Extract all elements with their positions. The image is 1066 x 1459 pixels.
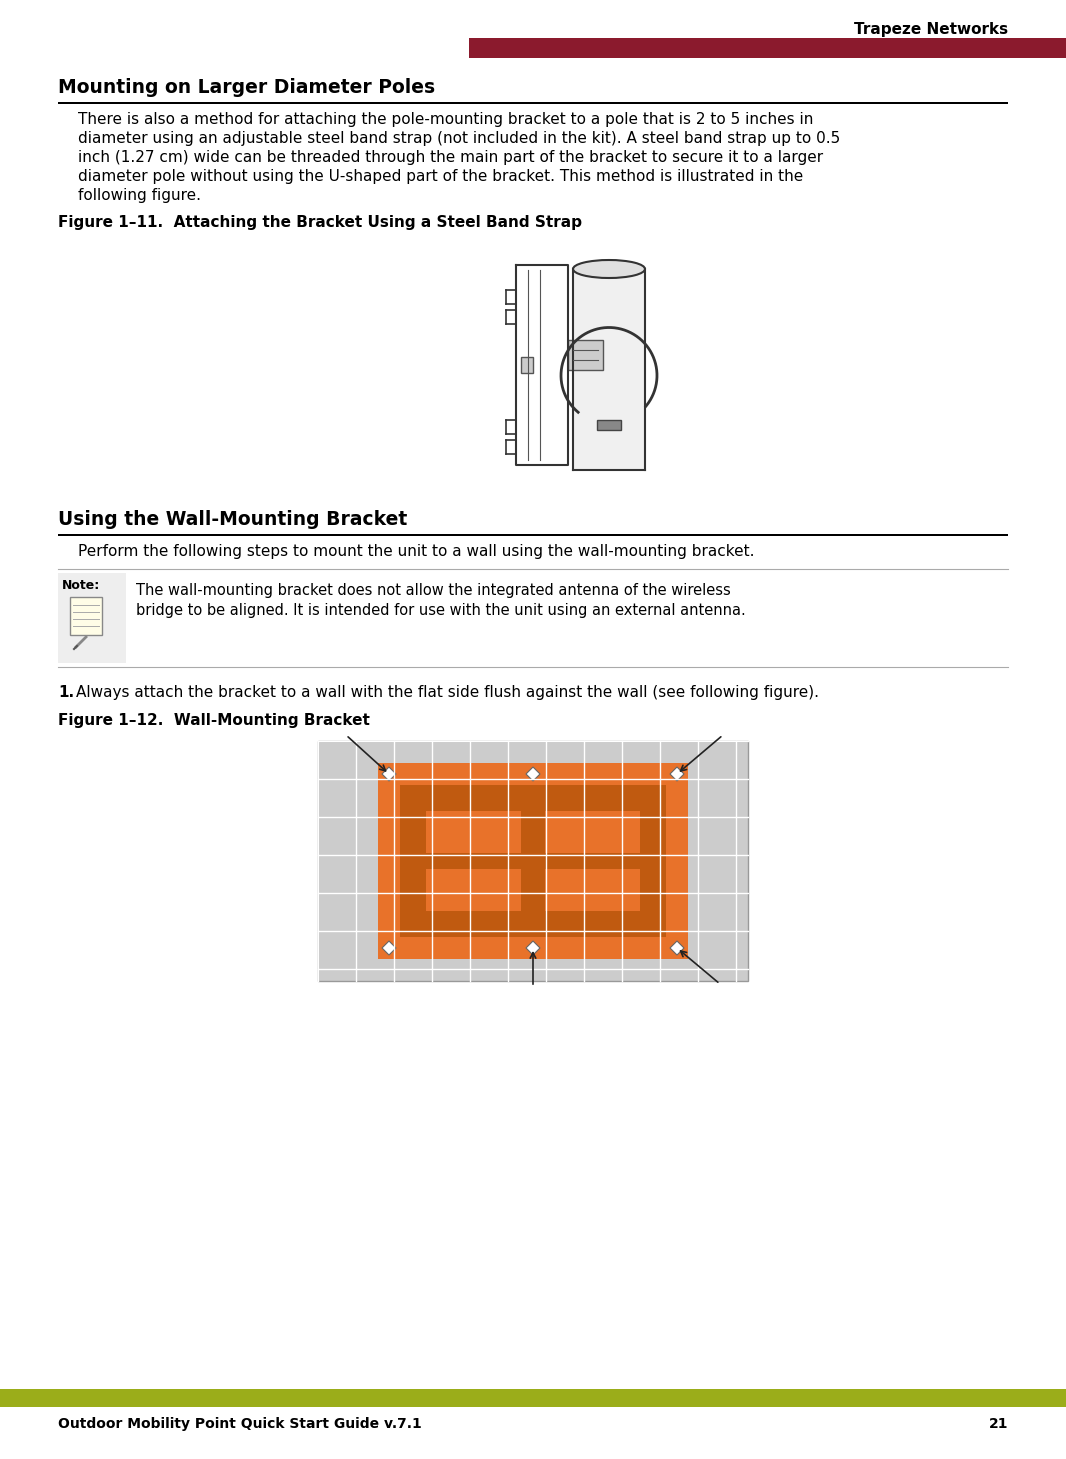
Polygon shape (526, 767, 540, 781)
Text: The wall-mounting bracket does not allow the integrated antenna of the wireless: The wall-mounting bracket does not allow… (136, 584, 731, 598)
Polygon shape (382, 941, 395, 956)
Bar (521, 357, 533, 374)
Text: Using the Wall-Mounting Bracket: Using the Wall-Mounting Bracket (58, 511, 407, 530)
Text: Note:: Note: (62, 579, 100, 592)
Text: Always attach the bracket to a wall with the flat side flush against the wall (s: Always attach the bracket to a wall with… (76, 684, 819, 700)
Bar (58, 102, 1008, 104)
Text: inch (1.27 cm) wide can be threaded through the main part of the bracket to secu: inch (1.27 cm) wide can be threaded thro… (78, 150, 823, 165)
Bar (426, 811, 640, 910)
Bar (70, 597, 102, 635)
Polygon shape (382, 767, 395, 781)
Polygon shape (671, 767, 684, 781)
Bar (426, 854, 640, 870)
Bar (521, 811, 545, 910)
Bar (568, 340, 603, 371)
Bar (378, 763, 688, 959)
Text: Outdoor Mobility Point Quick Start Guide v.7.1: Outdoor Mobility Point Quick Start Guide… (58, 1417, 422, 1431)
Bar (58, 534, 1008, 535)
Bar (574, 268, 645, 470)
Bar (0, 1389, 1066, 1406)
Bar (318, 741, 748, 980)
Text: diameter using an adjustable steel band strap (not included in the kit). A steel: diameter using an adjustable steel band … (78, 131, 840, 146)
Polygon shape (671, 941, 684, 956)
Text: 21: 21 (988, 1417, 1008, 1431)
Text: Figure 1–11.  Attaching the Bracket Using a Steel Band Strap: Figure 1–11. Attaching the Bracket Using… (58, 214, 582, 231)
Bar (58, 573, 126, 662)
Ellipse shape (574, 260, 645, 279)
Text: Figure 1–12.  Wall-Mounting Bracket: Figure 1–12. Wall-Mounting Bracket (58, 713, 370, 728)
Bar (469, 38, 1066, 58)
Text: 1.: 1. (58, 684, 75, 700)
Text: There is also a method for attaching the pole-mounting bracket to a pole that is: There is also a method for attaching the… (78, 112, 813, 127)
Text: Perform the following steps to mount the unit to a wall using the wall-mounting : Perform the following steps to mount the… (78, 544, 755, 559)
Text: following figure.: following figure. (78, 188, 201, 203)
Polygon shape (526, 941, 540, 956)
Text: Trapeze Networks: Trapeze Networks (854, 22, 1008, 36)
Text: diameter pole without using the U-shaped part of the bracket. This method is ill: diameter pole without using the U-shaped… (78, 169, 804, 184)
Bar (400, 785, 666, 937)
Text: bridge to be aligned. It is intended for use with the unit using an external ant: bridge to be aligned. It is intended for… (136, 603, 746, 619)
Text: Mounting on Larger Diameter Poles: Mounting on Larger Diameter Poles (58, 77, 435, 96)
Bar (597, 420, 621, 429)
